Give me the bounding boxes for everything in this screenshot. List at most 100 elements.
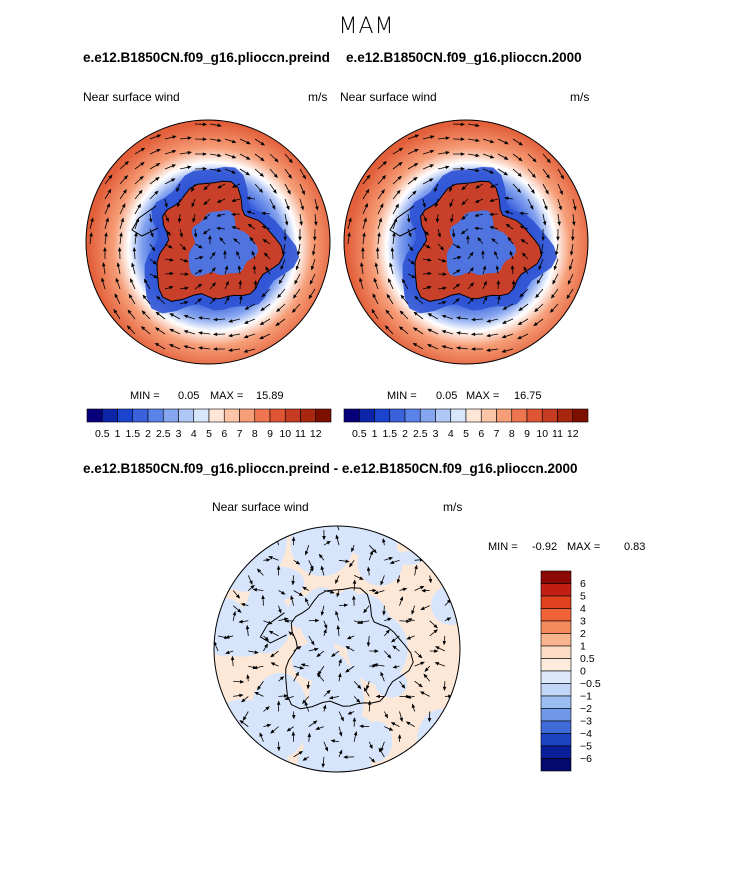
wind-vector-head (140, 161, 145, 166)
wind-vector-head (442, 272, 448, 276)
wind-vector-head (353, 731, 358, 736)
wind-vector-head (155, 311, 160, 316)
wind-vector-head (171, 164, 177, 168)
wind-vector-head (406, 218, 411, 223)
wind-vector-head (418, 654, 423, 659)
wind-vector-head (461, 215, 466, 220)
wind-vector-head (306, 684, 311, 690)
colorbar-box (540, 695, 572, 709)
colorbar-box (147, 408, 164, 423)
wind-vector-head (520, 239, 525, 243)
colorbar-box (540, 708, 572, 722)
wind-vector-head (380, 671, 384, 677)
wind-vector-head (309, 566, 314, 572)
wind-vector-head (291, 536, 296, 541)
wind-vector-head (249, 236, 254, 242)
plateau-low-wind-core (446, 210, 517, 277)
wind-vector-head (293, 294, 297, 299)
panel-1-max-value: 15.89 (256, 390, 284, 402)
wind-vector-head (300, 206, 304, 211)
wind-vector-head (533, 322, 538, 327)
wind-vector-head (272, 189, 277, 194)
colorbar-tick-label: 3 (176, 428, 182, 440)
wind-vector-head (365, 188, 370, 194)
wind-vector-head (217, 123, 222, 128)
wind-vector-head (142, 294, 147, 300)
wind-vector-head (237, 265, 242, 270)
wind-vector-head (182, 246, 187, 251)
wind-vector-head (261, 594, 265, 600)
wind-vector-head (302, 757, 308, 761)
wind-vector-head (251, 250, 255, 256)
wind-vector-head (424, 231, 429, 236)
wind-vector-head (414, 134, 420, 138)
wind-vector-head (378, 747, 383, 753)
wind-vector-head (335, 534, 340, 540)
wind-vector-head (288, 174, 292, 179)
wind-vector-head (198, 316, 203, 320)
colorbar-box (435, 408, 452, 423)
wind-vector-head (203, 215, 208, 220)
wind-vector-head (389, 262, 393, 267)
wind-vector-head (232, 610, 237, 616)
wind-vector-head (305, 597, 309, 603)
wind-vector-head (360, 262, 364, 267)
colorbar-tick-label: 8 (252, 428, 258, 440)
wind-vector-head (132, 246, 137, 252)
wind-vector-head (456, 244, 461, 249)
wind-vector-head (156, 134, 162, 138)
wind-vector-head (408, 232, 412, 238)
wind-vector-head (346, 635, 352, 640)
wind-vector-head (372, 549, 377, 554)
wind-vector-head (571, 236, 575, 242)
wind-vector-head (347, 232, 351, 237)
wind-vector-head (166, 231, 171, 236)
wind-vector-head (139, 175, 144, 180)
wind-vector-head (482, 265, 487, 270)
wind-vector-head (380, 580, 384, 586)
wind-vector-head (401, 684, 406, 689)
colorbar-tick-label: 6 (221, 428, 227, 440)
wind-vector-head (266, 723, 272, 728)
wind-vector-head (359, 277, 363, 282)
colorbar-box (450, 408, 467, 423)
colorbar-box (101, 408, 118, 423)
colorbar-tick-label: 10 (279, 428, 291, 440)
wind-vector-head (286, 727, 292, 732)
wind-vector-head (507, 236, 512, 242)
wind-vector-head (265, 266, 270, 271)
wind-vector-head (253, 279, 258, 285)
wind-vector-head (197, 298, 202, 303)
wind-vector-head (260, 307, 265, 312)
wind-vector-head (236, 250, 240, 256)
wind-vector-head (340, 716, 344, 722)
wind-vector-head (240, 602, 246, 607)
wind-vector-head (534, 307, 539, 313)
colorbar-tick-label: 3 (433, 428, 439, 440)
wind-vector-head (398, 161, 403, 166)
wind-vector-head (309, 280, 314, 285)
wind-vector-head (299, 666, 305, 670)
colorbar-tick-label: 1 (580, 641, 586, 653)
wind-vector-head (168, 244, 173, 249)
wind-vector-head (366, 685, 370, 690)
wind-vector-head (384, 325, 389, 330)
wind-vector-head (413, 311, 418, 316)
wind-vector-head (254, 691, 259, 696)
wind-vector-head (483, 280, 487, 286)
wind-vector-head (283, 236, 287, 242)
wind-vector-head (518, 141, 524, 146)
colorbar-tick-label: 5 (580, 591, 586, 603)
wind-vector-head (217, 153, 222, 158)
wind-vector-head (184, 258, 189, 263)
wind-vector-head (345, 645, 350, 650)
wind-vector-head (359, 576, 364, 580)
wind-vector-head (281, 251, 286, 256)
wind-vector-head (558, 206, 562, 211)
colorbar-tick-label: 6 (478, 428, 484, 440)
wind-vector-head (239, 693, 244, 698)
colorbar-box (254, 408, 271, 423)
wind-vector-head (517, 172, 523, 177)
wind-vector-head (212, 317, 218, 322)
wind-vector-head (212, 347, 218, 351)
